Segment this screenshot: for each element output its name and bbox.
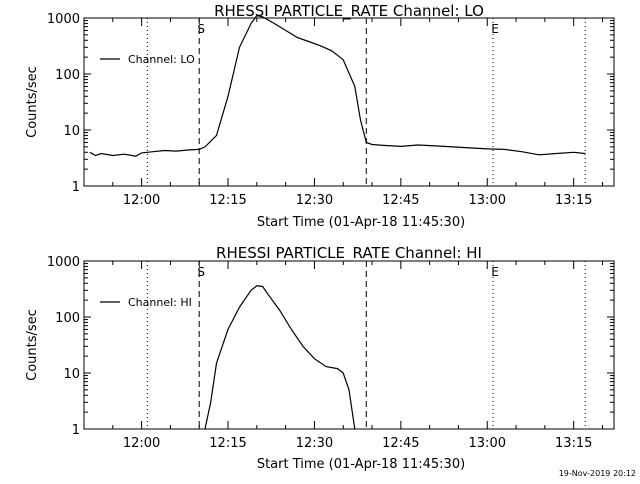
x-tick-label: 12:45 <box>382 193 419 208</box>
plot-frame <box>83 260 615 430</box>
y-tick-label: 100 <box>55 68 80 83</box>
plot-frame <box>83 17 615 187</box>
x-tick-label: 13:15 <box>555 436 592 451</box>
x-axis-label: Start Time (01-Apr-18 11:45:30) <box>257 457 465 472</box>
y-tick-label: 1000 <box>47 255 80 270</box>
series-line <box>204 285 356 430</box>
x-tick-label: 13:00 <box>469 193 506 208</box>
y-tick-label: 10 <box>63 367 80 382</box>
legend-label: Channel: LO <box>128 53 195 66</box>
x-tick-label: 13:00 <box>469 436 506 451</box>
legend-label: Channel: HI <box>128 296 192 309</box>
footer-timestamp: 19-Nov-2019 20:12 <box>559 469 636 478</box>
x-tick-label: 12:30 <box>296 193 333 208</box>
x-tick-label: 12:45 <box>382 436 419 451</box>
x-tick-label: 12:00 <box>123 436 160 451</box>
x-axis-label: Start Time (01-Apr-18 11:45:30) <box>257 215 465 230</box>
x-tick-label: 12:00 <box>123 193 160 208</box>
time-marker-label: E <box>491 265 499 279</box>
y-tick-label: 1 <box>72 180 80 195</box>
x-tick-label: 13:15 <box>555 193 592 208</box>
x-tick-label: 12:15 <box>209 436 246 451</box>
time-marker-label: S <box>197 265 205 279</box>
time-marker-label: S <box>197 22 205 36</box>
y-tick-label: 100 <box>55 311 80 326</box>
y-tick-label: 1 <box>72 423 80 438</box>
y-axis-label: Counts/sec <box>25 309 40 381</box>
chart-title: RHESSI PARTICLE_RATE Channel: HI <box>216 244 482 263</box>
x-tick-label: 12:30 <box>296 436 333 451</box>
series-line <box>89 15 586 157</box>
y-tick-label: 10 <box>63 124 80 139</box>
chart-title: RHESSI PARTICLE_RATE Channel: LO <box>214 2 484 21</box>
y-tick-label: 1000 <box>47 12 80 27</box>
time-marker-label: E <box>491 22 499 36</box>
y-axis-label: Counts/sec <box>25 66 40 138</box>
x-tick-label: 12:15 <box>209 193 246 208</box>
